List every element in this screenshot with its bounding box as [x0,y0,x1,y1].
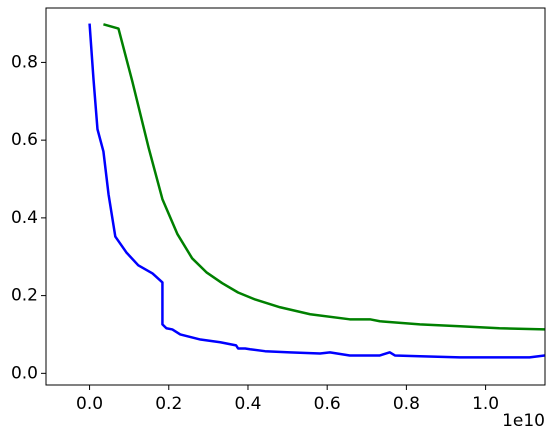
y-tick-label: 0.8 [11,52,38,72]
y-tick-label: 0.4 [11,208,38,228]
x-tick-label: 0.0 [76,394,103,414]
y-tick-label: 0.0 [11,363,38,383]
plot-frame [45,7,546,386]
x-tick-label: 0.2 [155,394,182,414]
x-tick-label: 0.8 [393,394,420,414]
y-tick-label: 0.6 [11,130,38,150]
x-offset-text: 1e10 [502,411,545,431]
x-tick-label: 0.4 [234,394,261,414]
line-series [88,23,545,359]
y-tick-label: 0.2 [11,286,38,306]
x-tick-label: 0.6 [314,394,341,414]
x-tick-label: 1.0 [472,394,499,414]
line-series [103,23,545,331]
